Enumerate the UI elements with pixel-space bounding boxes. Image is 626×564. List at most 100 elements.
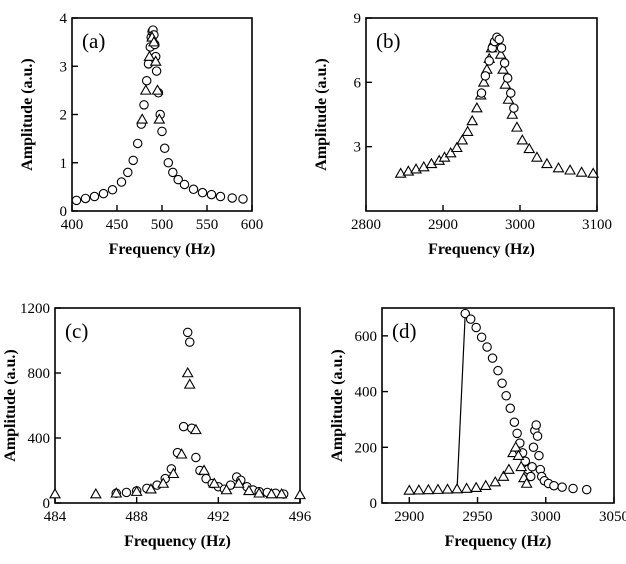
triangle-marker xyxy=(143,50,156,61)
triangle-marker xyxy=(509,441,522,452)
triangle-marker xyxy=(403,484,416,495)
x-tick-label: 2900 xyxy=(394,509,424,525)
triangle-marker xyxy=(422,483,435,495)
circle-marker xyxy=(482,342,492,352)
circle-marker xyxy=(157,126,167,137)
triangle-marker xyxy=(198,464,210,475)
triangle-marker xyxy=(157,477,170,488)
x-axis-label: Frequency (Hz) xyxy=(428,241,535,258)
triangle-marker xyxy=(516,134,529,145)
circle-marker xyxy=(116,177,127,187)
triangle-marker xyxy=(253,487,266,498)
triangle-marker xyxy=(441,483,454,494)
circle-marker xyxy=(509,417,520,427)
circle-marker xyxy=(71,195,82,206)
triangle-marker xyxy=(512,449,525,460)
panel-a: 400 450 500 550 600 0 1 2 3 4 Frequency (Hz) Amplit… xyxy=(19,11,263,258)
triangle-marker xyxy=(499,78,512,89)
circle-marker xyxy=(141,75,152,86)
circle-marker xyxy=(178,421,189,432)
triangle-marker xyxy=(497,470,510,481)
x-tick-label: 3000 xyxy=(505,217,535,233)
circle-marker xyxy=(549,480,559,491)
y-tick-label: 6 xyxy=(354,75,362,91)
triangle-marker xyxy=(89,487,102,499)
triangle-marker xyxy=(275,487,288,499)
triangle-marker xyxy=(412,484,425,495)
triangle-marker xyxy=(515,460,528,472)
panel-label: (d) xyxy=(392,319,417,343)
circle-marker xyxy=(173,174,183,185)
y-tick-label: 3 xyxy=(354,140,362,156)
triangle-marker xyxy=(110,487,123,498)
circle-marker xyxy=(527,462,537,472)
triangle-marker xyxy=(220,483,233,495)
y-tick-label: 9 xyxy=(354,11,362,27)
plot-frame xyxy=(54,307,301,504)
circle-marker xyxy=(509,103,519,113)
x-axis-label: Frequency (Hz) xyxy=(445,533,552,550)
circle-marker xyxy=(185,337,195,347)
x-tick-label: 488 xyxy=(125,509,148,525)
circle-marker xyxy=(465,314,476,324)
x-tick-label: 3000 xyxy=(531,509,561,525)
circle-marker xyxy=(531,420,541,430)
circle-marker xyxy=(487,353,498,363)
y-tick-label: 400 xyxy=(28,431,51,447)
triangle-marker xyxy=(432,483,444,494)
triangle-marker xyxy=(470,101,483,113)
circle-marker xyxy=(182,327,193,338)
x-tick-label: 2900 xyxy=(428,217,458,233)
circle-marker xyxy=(179,179,190,190)
circle-marker xyxy=(80,193,91,204)
y-tick-label: 200 xyxy=(355,440,378,456)
x-tick-label: 450 xyxy=(106,217,129,233)
triangle-marker xyxy=(183,378,196,389)
circle-marker xyxy=(506,88,516,98)
triangle-marker xyxy=(451,482,464,494)
panel-label: (a) xyxy=(82,29,105,53)
triangle-marker xyxy=(189,423,202,435)
triangle-marker xyxy=(456,134,469,145)
triangle-marker xyxy=(153,113,166,124)
x-tick-label: 500 xyxy=(151,217,174,233)
y-tick-label: 2 xyxy=(60,108,68,124)
triangle-marker xyxy=(294,488,306,500)
triangle-marker xyxy=(167,467,180,479)
triangle-marker xyxy=(497,63,510,74)
triangle-marker xyxy=(575,166,588,177)
triangle-marker xyxy=(494,48,507,59)
triangle-marker xyxy=(425,157,438,169)
y-tick-label: 1200 xyxy=(20,301,50,317)
circle-marker xyxy=(501,390,511,401)
circle-marker xyxy=(496,43,507,53)
y-axis-label: Amplitude (a.u.) xyxy=(313,58,330,170)
circle-marker xyxy=(493,365,503,376)
circle-marker xyxy=(123,167,133,178)
y-tick-label: 0 xyxy=(43,496,51,512)
circle-marker xyxy=(227,193,237,203)
triangle-marker xyxy=(147,36,160,47)
circle-marker xyxy=(98,188,109,199)
circle-marker xyxy=(139,100,149,110)
x-axis-label: Frequency (Hz) xyxy=(124,533,231,550)
y-tick-label: 4 xyxy=(60,11,68,27)
triangle-marker xyxy=(523,142,536,154)
x-tick-label: 2950 xyxy=(463,509,493,525)
triangle-marker xyxy=(49,487,61,499)
circle-marker xyxy=(188,184,199,195)
x-tick-label: 496 xyxy=(289,509,312,525)
x-tick-label: 3050 xyxy=(599,509,626,525)
triangle-marker xyxy=(417,160,430,172)
circle-marker xyxy=(512,428,522,439)
y-tick-label: 0 xyxy=(370,496,378,512)
triangle-marker xyxy=(510,121,523,132)
x-axis-label: Frequency (Hz) xyxy=(109,241,216,258)
circle-marker xyxy=(534,450,544,461)
triangle-marker xyxy=(502,463,515,474)
circle-marker xyxy=(505,403,516,414)
triangle-marker xyxy=(461,125,474,136)
panel-c: 484 488 492 496 0 400 800 1200 Frequency (Hz) Amp… xyxy=(2,301,312,550)
circle-marker xyxy=(568,483,578,494)
